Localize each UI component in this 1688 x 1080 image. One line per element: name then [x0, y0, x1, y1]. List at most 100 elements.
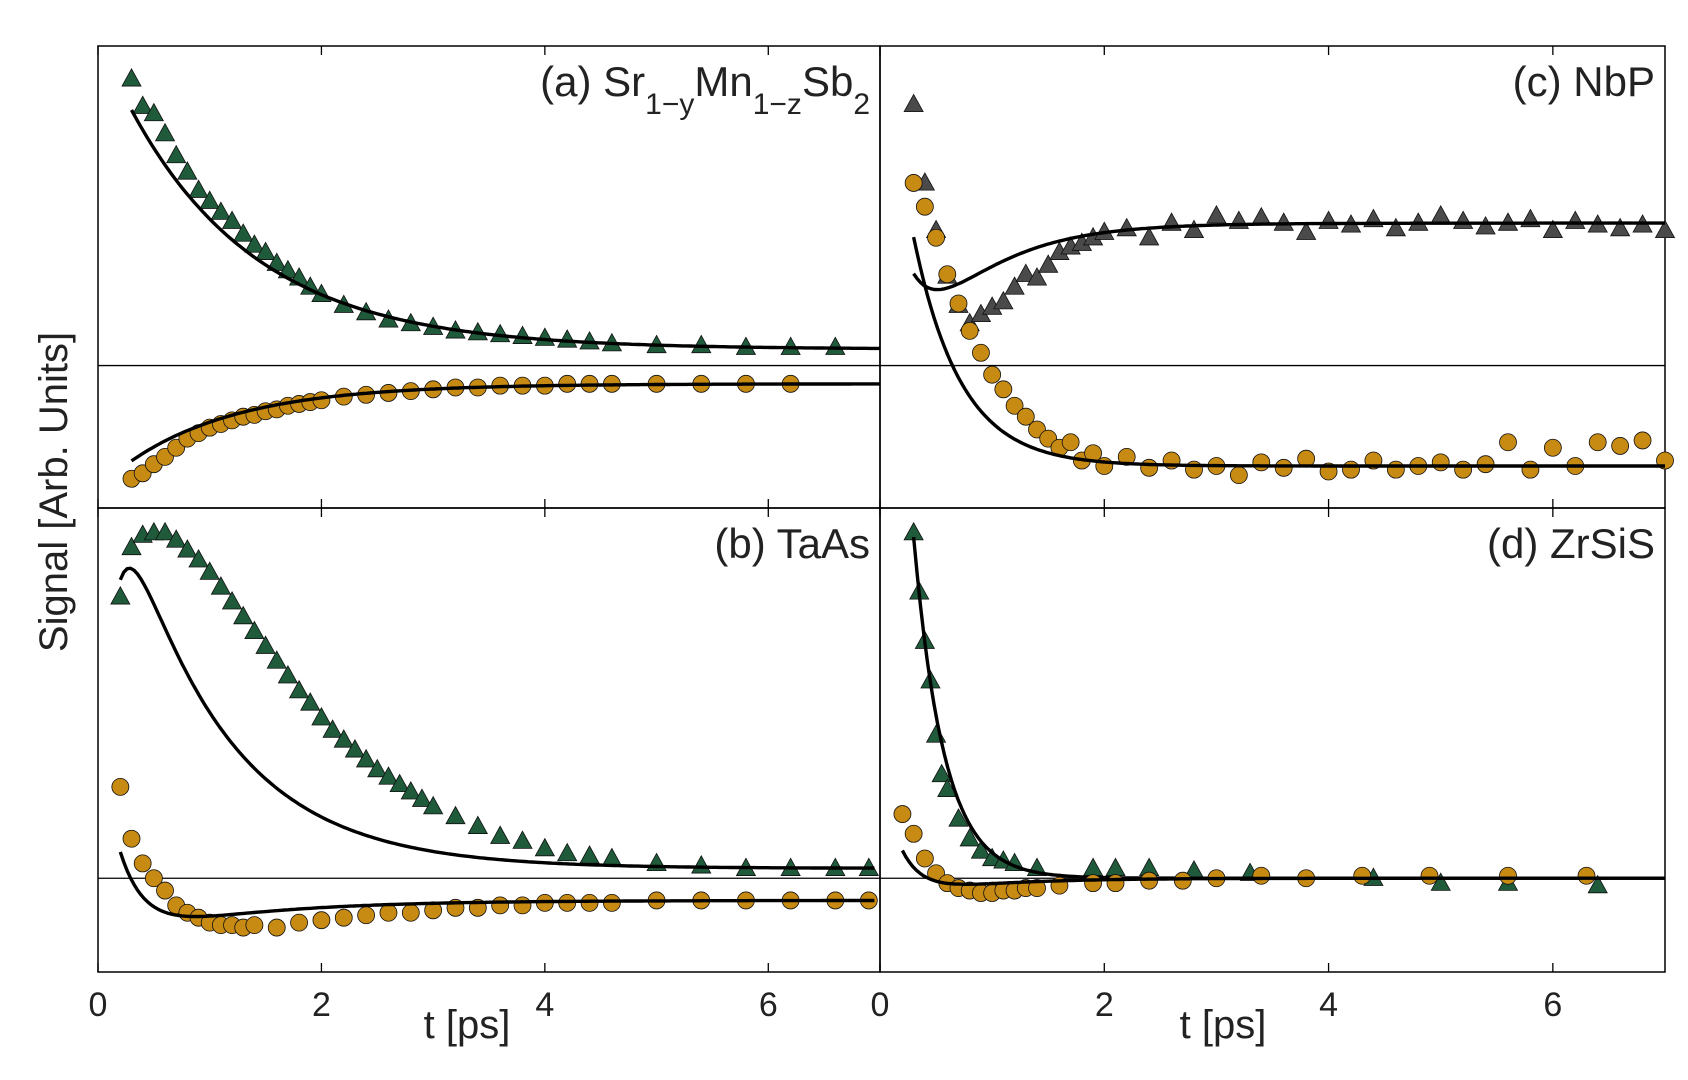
point-d-1-21	[1353, 866, 1372, 885]
point-b-1-12	[245, 916, 264, 935]
point-a-0-8	[210, 201, 232, 220]
y-axis-label: Signal [Arb. Units]	[32, 332, 76, 652]
point-b-1-15	[312, 911, 331, 930]
point-c-1-6	[972, 343, 990, 362]
point-d-1-12	[1028, 879, 1046, 897]
point-b-0-35	[579, 845, 600, 864]
point-c-1-28	[1342, 460, 1360, 479]
point-b-1-18	[379, 903, 398, 922]
point-b-1-2	[133, 854, 152, 873]
point-c-1-25	[1274, 458, 1293, 477]
point-c-1-30	[1386, 460, 1405, 479]
point-b-0-0	[110, 586, 131, 605]
fit-curve-c-0	[912, 221, 1665, 292]
point-a-0-26	[512, 325, 533, 344]
point-d-0-7	[948, 808, 969, 827]
series-b-0	[110, 521, 880, 876]
point-b-0-10	[221, 590, 243, 610]
point-b-0-7	[188, 549, 209, 568]
point-a-0-2	[143, 102, 165, 122]
point-c-0-0	[903, 93, 924, 113]
fit-curve-d-1	[900, 849, 1665, 886]
point-d-0-15	[1105, 857, 1126, 876]
point-a-0-35	[825, 336, 846, 355]
point-c-1-2	[927, 228, 945, 247]
point-a-0-3	[154, 122, 176, 142]
fit-curve-b-0	[118, 566, 875, 870]
point-a-0-29	[579, 330, 600, 350]
point-c-1-32	[1431, 453, 1450, 472]
x-tick-label-b-2: 4	[535, 986, 554, 1024]
point-b-0-18	[311, 706, 332, 726]
point-a-0-6	[188, 179, 209, 198]
point-c-1-39	[1588, 433, 1607, 452]
x-tick-label-b-3: 6	[759, 986, 778, 1024]
point-a-0-10	[233, 223, 254, 242]
point-b-1-3	[144, 869, 163, 888]
point-c-1-1	[915, 197, 934, 216]
point-c-0-32	[1430, 204, 1451, 224]
point-d-1-2	[915, 849, 934, 868]
point-c-0-37	[1542, 219, 1564, 239]
point-a-0-0	[121, 68, 142, 87]
point-c-0-38	[1565, 210, 1586, 229]
point-b-0-6	[177, 539, 198, 558]
point-d-1-19	[1252, 866, 1271, 885]
point-b-0-34	[557, 842, 578, 862]
point-b-0-25	[389, 773, 410, 793]
panel-b: 0 2 4 6 (b) TaAs	[89, 507, 881, 1024]
panel-label-d: (d) ZrSiS	[1487, 520, 1655, 567]
point-b-0-4	[154, 521, 176, 541]
point-c-1-0	[904, 174, 923, 192]
panel-d: 0 2 4 6 (d) ZrSiS	[871, 507, 1666, 1024]
fit-curve-a-1	[130, 382, 880, 463]
x-tick-label-d-1: 2	[1095, 986, 1114, 1024]
point-b-0-27	[411, 788, 433, 807]
point-c-1-24	[1252, 453, 1271, 472]
panel-label-c: (c) NbP	[1513, 58, 1655, 105]
point-d-1-14	[1084, 874, 1102, 893]
panel-label-part-a-2: Mn	[694, 58, 752, 105]
fit-curve-b-1	[118, 851, 875, 919]
series-a-1	[122, 374, 880, 488]
point-b-1-0	[111, 777, 130, 796]
x-tick-label-b-0: 0	[89, 986, 108, 1024]
point-d-0-22	[1587, 874, 1608, 894]
point-c-0-24	[1251, 206, 1272, 226]
point-c-1-3	[938, 265, 957, 284]
point-c-0-21	[1183, 219, 1205, 239]
point-c-1-34	[1476, 455, 1495, 474]
x-axis-label-right: t [ps]	[1180, 1003, 1267, 1047]
panel-label-part-a-0: (a) Sr	[540, 58, 645, 105]
panel-frame-c	[879, 45, 1666, 509]
point-c-0-40	[1609, 217, 1631, 237]
point-b-0-9	[210, 576, 232, 595]
panel-label-part-d-0: (d) ZrSiS	[1487, 520, 1655, 567]
point-b-0-23	[367, 758, 388, 778]
point-a-0-25	[489, 323, 511, 343]
point-a-0-27	[534, 327, 556, 346]
panel-label-part-a-3: 1−z	[753, 88, 802, 121]
point-d-1-23	[1499, 866, 1517, 885]
panel-a: (a) Sr1−yMn1−zSb2	[97, 45, 881, 509]
point-b-0-36	[601, 847, 623, 867]
point-c-1-4	[949, 294, 968, 313]
point-c-0-22	[1206, 204, 1227, 224]
point-b-1-4	[156, 881, 174, 900]
point-b-0-26	[400, 781, 421, 800]
point-b-0-24	[378, 766, 399, 785]
point-c-0-18	[1116, 217, 1137, 237]
panel-label-part-a-4: Sb	[802, 58, 853, 105]
point-d-1-22	[1420, 866, 1439, 885]
panel-label-part-c-0: (c) NbP	[1513, 58, 1655, 105]
point-b-0-17	[300, 692, 321, 711]
panel-label-b: (b) TaAs	[714, 520, 870, 567]
point-a-0-32	[691, 334, 712, 354]
x-tick-label-d-2: 4	[1319, 986, 1338, 1024]
series-a-0	[121, 68, 880, 355]
point-c-0-27	[1318, 210, 1339, 229]
point-b-0-30	[467, 815, 489, 834]
series-c-0	[903, 93, 1676, 332]
point-c-0-11	[1026, 267, 1048, 286]
point-b-1-23	[491, 896, 510, 915]
